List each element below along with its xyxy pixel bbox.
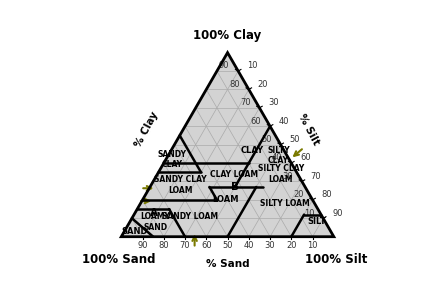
Text: 60: 60: [201, 241, 212, 250]
Text: 50: 50: [222, 241, 233, 250]
Text: SANDY LOAM: SANDY LOAM: [163, 212, 218, 221]
Text: 30: 30: [265, 241, 275, 250]
Text: % Clay: % Clay: [133, 110, 160, 149]
Text: LOAMY
SAND: LOAMY SAND: [140, 212, 170, 232]
Text: 40: 40: [244, 241, 254, 250]
Text: 20: 20: [293, 190, 304, 199]
Text: SILTY
CLAY: SILTY CLAY: [267, 146, 290, 165]
Text: 90: 90: [332, 209, 342, 218]
Text: 40: 40: [279, 117, 289, 126]
Text: % Sand: % Sand: [206, 259, 250, 269]
Text: 50: 50: [289, 135, 300, 144]
Text: A: A: [150, 208, 158, 218]
Text: 30: 30: [268, 98, 279, 107]
Text: 10: 10: [304, 209, 314, 218]
Text: SILTY LOAM: SILTY LOAM: [260, 199, 310, 208]
Text: B: B: [231, 182, 239, 192]
Text: 60: 60: [250, 117, 261, 126]
Text: 100% Sand: 100% Sand: [83, 253, 156, 266]
Text: 40: 40: [272, 154, 282, 162]
Text: SANDY
CLAY: SANDY CLAY: [158, 150, 187, 169]
Text: 70: 70: [311, 172, 321, 181]
Text: 70: 70: [240, 98, 250, 107]
Text: 100% Silt: 100% Silt: [305, 253, 367, 266]
Text: LOAM: LOAM: [212, 195, 239, 204]
Text: % Silt: % Silt: [296, 113, 321, 147]
Text: CLAY LOAM: CLAY LOAM: [210, 170, 258, 178]
Text: 90: 90: [137, 241, 148, 250]
Text: 50: 50: [262, 135, 272, 144]
Text: 80: 80: [159, 241, 169, 250]
Text: SILT: SILT: [307, 217, 326, 227]
Text: SILTY CLAY
LOAM: SILTY CLAY LOAM: [258, 165, 304, 184]
Text: 90: 90: [219, 61, 230, 70]
Text: 100% Clay: 100% Clay: [194, 29, 262, 42]
Text: 70: 70: [180, 241, 190, 250]
Text: 20: 20: [258, 80, 268, 89]
Text: 80: 80: [230, 80, 240, 89]
Text: 60: 60: [300, 154, 311, 162]
Text: CLAY: CLAY: [241, 146, 264, 155]
Text: SAND: SAND: [122, 227, 148, 236]
Text: 30: 30: [282, 172, 293, 181]
Text: 80: 80: [321, 190, 332, 199]
Text: 20: 20: [286, 241, 297, 250]
Text: 10: 10: [247, 61, 258, 70]
Text: 10: 10: [307, 241, 318, 250]
Text: SANDY CLAY
LOAM: SANDY CLAY LOAM: [155, 176, 207, 195]
Polygon shape: [121, 53, 334, 237]
